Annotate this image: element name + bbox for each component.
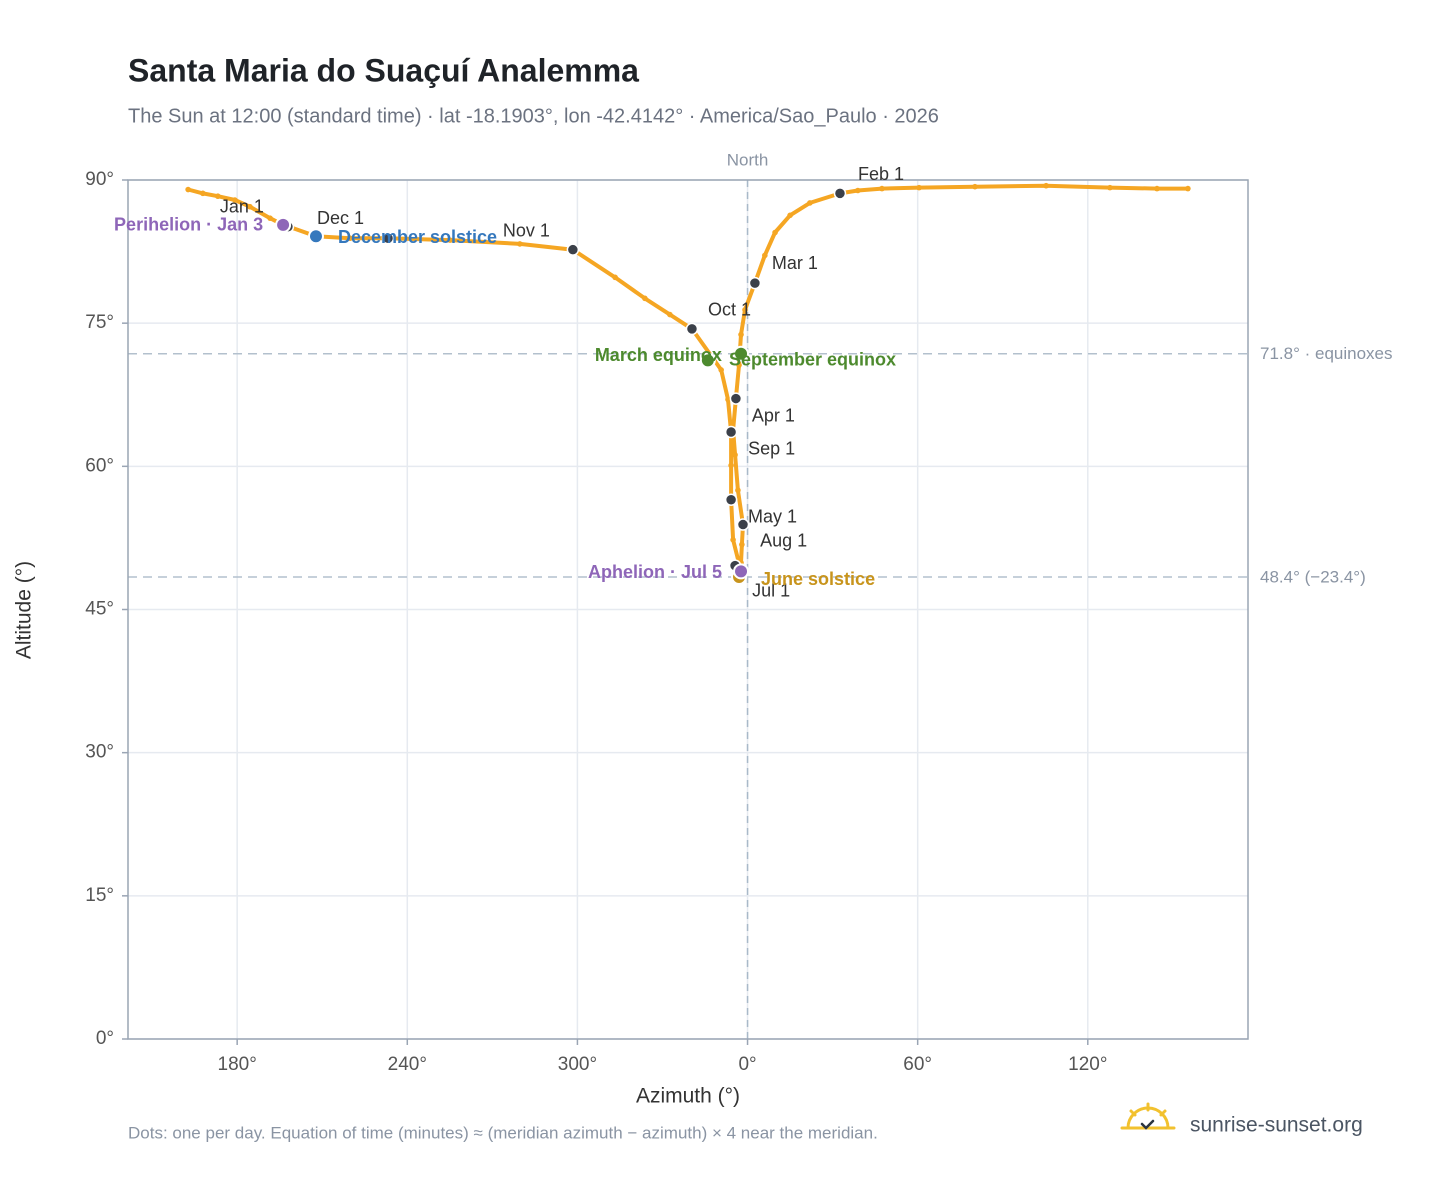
month-dot (729, 392, 743, 405)
month-dot (724, 493, 738, 506)
day-dot (725, 396, 731, 403)
month-dot (833, 187, 847, 200)
day-dot (916, 184, 922, 191)
day-dot (185, 186, 191, 193)
day-dot (247, 203, 253, 210)
day-dot (972, 183, 978, 190)
y-tick-label: 90° (85, 169, 114, 190)
event-dot (275, 216, 292, 233)
event-dot (307, 228, 324, 245)
month-label: Mar 1 (772, 253, 818, 273)
footnote: Dots: one per day. Equation of time (min… (128, 1123, 878, 1142)
day-dot (612, 274, 618, 281)
x-tick-label: 300° (558, 1054, 597, 1075)
day-dot (735, 487, 741, 493)
day-dot (1185, 185, 1191, 192)
x-tick-label: 240° (388, 1054, 427, 1075)
event-dot (733, 563, 750, 580)
month-dot (736, 518, 750, 531)
event-label: Perihelion · Jan 3 (114, 215, 263, 235)
day-dot (447, 237, 453, 243)
y-tick-label: 15° (85, 885, 114, 906)
day-dot (718, 367, 724, 373)
day-dot (772, 229, 778, 236)
day-dot (762, 252, 768, 259)
logo-check (1140, 1119, 1155, 1130)
day-dot (215, 193, 221, 200)
day-dot (200, 190, 206, 197)
day-dot (787, 212, 793, 219)
month-label: Jul 1 (752, 580, 790, 600)
day-dot (742, 307, 748, 313)
reference-label: 71.8° · equinoxes (1260, 344, 1393, 363)
day-dot (667, 311, 673, 318)
day-dot (232, 197, 238, 203)
event-dot (699, 352, 716, 369)
month-dot (724, 425, 738, 439)
y-tick-label: 30° (85, 742, 114, 763)
month-label: Dec 1 (317, 208, 364, 228)
brand-logo (1120, 1102, 1176, 1130)
day-dot (1043, 182, 1049, 189)
day-dot (879, 185, 885, 192)
event-label: Aphelion · Jul 5 (588, 562, 722, 582)
event-label: December solstice (338, 227, 497, 247)
meridian-label: North (727, 150, 769, 169)
day-dot (732, 452, 738, 458)
logo-ray (1129, 1109, 1137, 1117)
day-dot (517, 241, 523, 247)
chart-subtitle: The Sun at 12:00 (standard time) · lat -… (128, 105, 939, 127)
month-label: Apr 1 (752, 405, 795, 425)
day-dot (1107, 184, 1113, 191)
day-dot (730, 537, 736, 543)
event-dot (733, 345, 750, 362)
x-tick-label: 0° (738, 1054, 756, 1075)
reference-label: 48.4° (−23.4°) (1260, 568, 1366, 587)
day-dot (642, 295, 648, 302)
y-tick-label: 0° (96, 1028, 114, 1049)
day-dot (855, 187, 861, 194)
day-dot (738, 331, 744, 338)
day-dot (347, 235, 353, 242)
month-dot (381, 231, 395, 245)
day-dot (736, 362, 742, 368)
month-dot (748, 276, 762, 290)
y-tick-label: 75° (85, 312, 114, 333)
plot-border (127, 179, 1249, 1040)
event-label: June solstice (761, 569, 875, 589)
day-dot (1154, 185, 1160, 192)
brand: sunrise-sunset.org (1190, 1114, 1363, 1137)
y-axis-label: Altitude (°) (13, 561, 36, 659)
month-dot (685, 322, 699, 336)
logo-ray (1159, 1109, 1167, 1117)
day-dot (807, 200, 813, 206)
month-dot (566, 243, 580, 256)
month-label: Feb 1 (858, 164, 904, 184)
chart-title: Santa Maria do Suaçuí Analemma (128, 52, 639, 88)
day-dot (267, 215, 273, 221)
y-tick-label: 45° (85, 599, 114, 620)
x-tick-label: 120° (1068, 1054, 1107, 1075)
x-tick-label: 60° (903, 1054, 932, 1075)
day-dot (739, 541, 745, 548)
month-label: Nov 1 (503, 220, 550, 240)
y-tick-label: 60° (85, 455, 114, 476)
event-label: March equinox (595, 345, 722, 365)
month-label: Oct 1 (708, 300, 751, 320)
day-dot (728, 462, 734, 469)
event-label: September equinox (729, 349, 896, 369)
month-label: Sep 1 (748, 439, 795, 459)
month-label: Jan 1 (220, 197, 264, 217)
month-label: May 1 (748, 506, 797, 526)
x-tick-label: 180° (218, 1054, 257, 1075)
x-axis-label: Azimuth (°) (636, 1085, 740, 1108)
month-label: Aug 1 (760, 530, 807, 550)
